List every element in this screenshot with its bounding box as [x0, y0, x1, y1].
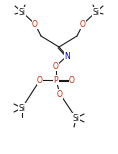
Text: Si: Si — [19, 8, 25, 16]
Text: Si: Si — [72, 113, 80, 122]
Text: O: O — [37, 75, 43, 85]
Text: O: O — [57, 89, 63, 99]
Text: Si: Si — [93, 8, 99, 16]
Text: N: N — [64, 51, 70, 61]
Text: O: O — [32, 20, 38, 28]
Text: Si: Si — [19, 103, 25, 113]
Text: O: O — [69, 75, 75, 85]
Text: P: P — [54, 75, 58, 85]
Text: O: O — [80, 20, 86, 28]
Text: O: O — [53, 61, 59, 71]
